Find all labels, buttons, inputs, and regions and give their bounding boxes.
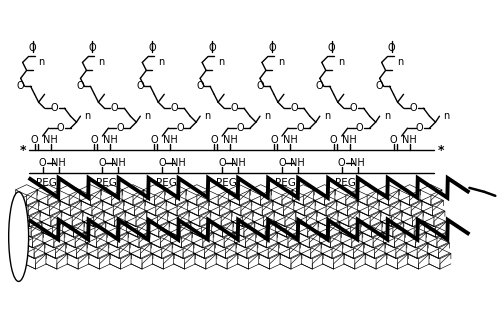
Text: n: n xyxy=(264,111,270,121)
Text: n: n xyxy=(158,57,164,67)
Text: n: n xyxy=(98,57,104,67)
Text: O: O xyxy=(338,158,345,168)
Text: O: O xyxy=(290,103,298,113)
Text: O: O xyxy=(39,158,46,168)
Text: O: O xyxy=(230,103,238,113)
Text: PEG: PEG xyxy=(156,178,176,188)
Text: NH: NH xyxy=(290,158,305,168)
Text: PEG: PEG xyxy=(36,178,57,188)
Text: n: n xyxy=(218,57,224,67)
Text: O: O xyxy=(176,123,184,133)
Text: O: O xyxy=(158,158,166,168)
Text: O: O xyxy=(328,43,336,54)
Text: PEG: PEG xyxy=(96,178,117,188)
Text: NH: NH xyxy=(222,135,238,145)
Text: NH: NH xyxy=(350,158,365,168)
Text: n: n xyxy=(144,111,150,121)
Text: O: O xyxy=(50,103,58,113)
Text: NH: NH xyxy=(282,135,298,145)
Text: *: * xyxy=(438,144,444,157)
Text: O: O xyxy=(210,135,218,145)
Text: O: O xyxy=(88,43,96,54)
Text: PEG: PEG xyxy=(276,178,296,188)
Text: NH: NH xyxy=(402,135,417,145)
Text: O: O xyxy=(350,103,358,113)
Text: O: O xyxy=(330,135,338,145)
Text: O: O xyxy=(390,135,398,145)
Text: O: O xyxy=(218,158,226,168)
Text: O: O xyxy=(17,81,24,91)
Text: n: n xyxy=(384,111,390,121)
Text: NH: NH xyxy=(43,135,58,145)
Text: O: O xyxy=(410,103,418,113)
Text: O: O xyxy=(236,123,244,133)
Text: NH: NH xyxy=(342,135,357,145)
Text: n: n xyxy=(324,111,330,121)
Ellipse shape xyxy=(8,192,28,281)
Text: O: O xyxy=(98,158,106,168)
Text: O: O xyxy=(256,81,264,91)
Text: NH: NH xyxy=(230,158,246,168)
Text: O: O xyxy=(268,43,276,54)
Text: NH: NH xyxy=(103,135,118,145)
Text: *: * xyxy=(20,144,26,157)
Text: O: O xyxy=(148,43,156,54)
Text: O: O xyxy=(56,123,64,133)
Text: O: O xyxy=(170,103,178,113)
Text: NH: NH xyxy=(51,158,66,168)
Text: n: n xyxy=(84,111,90,121)
Text: O: O xyxy=(278,158,285,168)
Text: O: O xyxy=(90,135,98,145)
Text: O: O xyxy=(296,123,304,133)
Text: n: n xyxy=(338,57,344,67)
Text: O: O xyxy=(270,135,278,145)
Text: NH: NH xyxy=(111,158,126,168)
Text: O: O xyxy=(196,81,204,91)
Text: O: O xyxy=(416,123,424,133)
Text: O: O xyxy=(136,81,144,91)
Text: n: n xyxy=(204,111,210,121)
Text: O: O xyxy=(31,135,38,145)
Text: NH: NH xyxy=(163,135,178,145)
Text: O: O xyxy=(116,123,124,133)
Text: O: O xyxy=(76,81,84,91)
Text: O: O xyxy=(150,135,158,145)
Text: O: O xyxy=(388,43,396,54)
Text: O: O xyxy=(376,81,384,91)
Text: n: n xyxy=(444,111,450,121)
Text: O: O xyxy=(356,123,364,133)
Text: n: n xyxy=(398,57,404,67)
Text: O: O xyxy=(110,103,118,113)
Text: n: n xyxy=(38,57,45,67)
Text: PEG: PEG xyxy=(336,178,356,188)
Text: PEG: PEG xyxy=(216,178,236,188)
Text: O: O xyxy=(29,43,36,54)
Text: n: n xyxy=(278,57,284,67)
Text: NH: NH xyxy=(171,158,186,168)
Text: O: O xyxy=(208,43,216,54)
Text: O: O xyxy=(316,81,324,91)
